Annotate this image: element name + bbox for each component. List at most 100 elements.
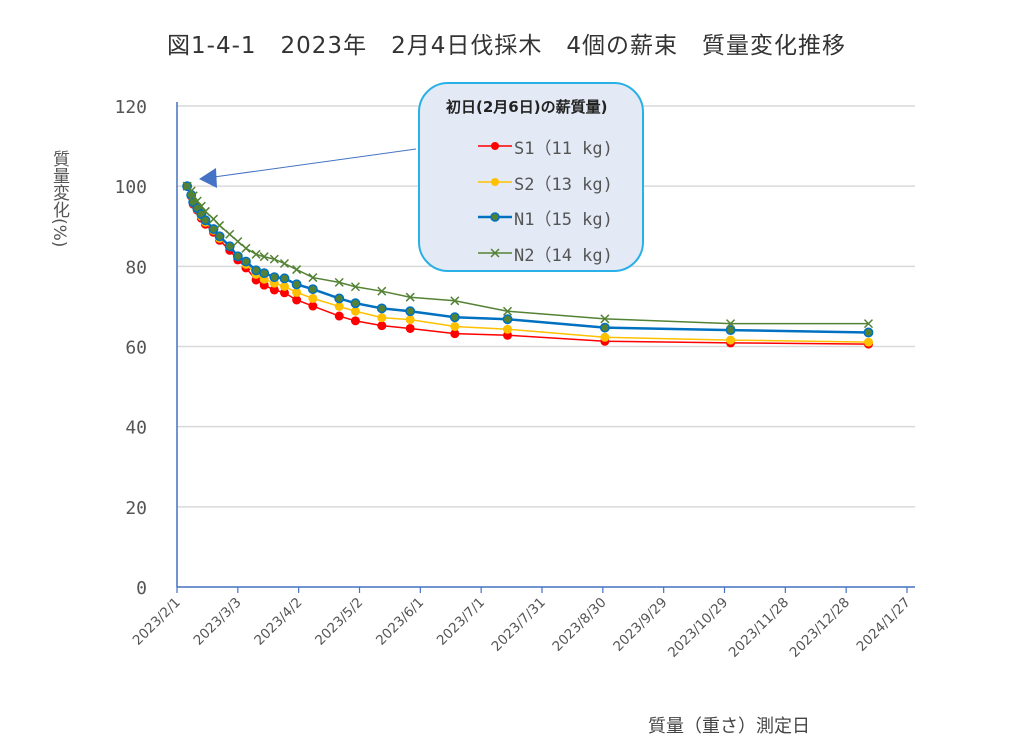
x-tick-label: 2023/7/1 (434, 595, 488, 649)
legend: 初日(2月6日)の薪質量) S1（11 kg) S2（13 kg) N1（15 … (418, 82, 644, 272)
data-point (350, 282, 360, 292)
y-tick-label: 100 (114, 177, 147, 198)
y-tick-label: 0 (136, 578, 147, 599)
data-point (291, 279, 302, 290)
data-point (863, 319, 874, 329)
legend-item-n2: N2（14 kg) (478, 241, 613, 266)
legend-item-n1: N1（15 kg) (478, 205, 613, 230)
data-point (240, 256, 251, 267)
data-point (251, 265, 262, 276)
data-point (350, 306, 360, 316)
legend-marker-n2 (478, 248, 512, 258)
x-tick-label: 2023/2/1 (130, 595, 184, 649)
data-point (259, 252, 269, 262)
x-axis-label: 質量（重さ）測定日 (648, 716, 810, 737)
data-point (215, 220, 225, 230)
data-point (863, 327, 874, 338)
data-point (502, 306, 513, 316)
y-tick-label: 20 (125, 498, 147, 519)
data-point (279, 281, 289, 291)
legend-label: S2（13 kg) (514, 174, 613, 195)
data-point (233, 236, 243, 247)
data-point (200, 206, 210, 216)
x-tick-label: 2023/5/2 (312, 595, 366, 649)
series-3 (182, 181, 874, 329)
data-point (599, 322, 610, 333)
data-point (334, 277, 344, 287)
data-point (377, 286, 387, 296)
x-tick-label: 2023/3/3 (190, 595, 244, 649)
data-point (200, 215, 211, 226)
data-point (405, 306, 416, 317)
data-point (292, 295, 302, 305)
chart-title: 図1-4-1 2023年 2月4日伐採木 4個の薪束 質量変化推移 (167, 33, 846, 59)
data-point (600, 314, 610, 324)
x-tick-label: 2023/4/2 (251, 595, 305, 649)
data-point (405, 315, 415, 325)
data-point (308, 273, 318, 283)
data-point (377, 313, 387, 323)
data-point (350, 316, 360, 326)
data-point (334, 301, 344, 311)
data-point (192, 196, 202, 206)
data-point (334, 293, 345, 304)
y-tick-label: 80 (125, 257, 147, 278)
data-point (186, 186, 196, 196)
legend-label: N1（15 kg) (514, 209, 613, 230)
legend-marker-s1 (478, 142, 512, 150)
data-point (450, 321, 460, 331)
data-point (292, 287, 302, 297)
data-point (450, 296, 460, 306)
data-point (188, 191, 198, 201)
data-point (307, 284, 318, 295)
data-point (405, 323, 415, 333)
x-tick-label: 2023/11/28 (726, 595, 792, 661)
data-point (225, 229, 235, 239)
legend-title: 初日(2月6日)の薪質量) (446, 98, 608, 116)
data-point (279, 288, 289, 298)
data-point (292, 265, 302, 275)
data-point (269, 254, 279, 264)
data-point (196, 201, 206, 211)
legend-item-s2: S2（13 kg) (478, 170, 613, 195)
data-point (308, 301, 318, 311)
data-point (224, 241, 235, 252)
data-point (279, 273, 290, 284)
data-point (726, 319, 736, 329)
annotation-arrow-line (213, 148, 417, 178)
legend-label: N2（14 kg) (514, 245, 613, 266)
data-point (208, 224, 219, 235)
x-tick-label: 2023/12/28 (787, 595, 853, 661)
x-tick-label: 2023/8/30 (549, 595, 609, 655)
data-point (502, 314, 513, 325)
data-point (725, 325, 736, 336)
data-point (241, 243, 251, 253)
data-point (863, 337, 873, 347)
legend-marker-n1 (478, 212, 512, 222)
data-point (279, 258, 290, 269)
x-tick-label: 2023/7/31 (489, 595, 549, 655)
data-point (269, 272, 280, 283)
data-point (377, 321, 387, 331)
data-point (334, 311, 344, 321)
data-point (376, 303, 387, 314)
data-point (726, 335, 736, 345)
x-tick-label: 2023/9/29 (610, 595, 670, 655)
y-tick-label: 60 (125, 338, 147, 359)
legend-marker-s2 (478, 178, 512, 186)
data-point (251, 249, 261, 259)
data-point (405, 292, 415, 302)
x-tick-label: 2023/6/1 (373, 595, 427, 649)
data-point (308, 293, 318, 303)
y-tick-label: 120 (114, 97, 147, 118)
y-tick-label: 40 (125, 418, 147, 439)
x-tick-label: 2023/10/29 (665, 595, 731, 661)
data-point (503, 324, 513, 334)
data-point (214, 231, 225, 242)
data-point (450, 329, 460, 339)
data-point (600, 332, 610, 342)
data-point (259, 268, 270, 279)
legend-label: S1（11 kg) (514, 138, 613, 159)
legend-item-s1: S1（11 kg) (478, 134, 613, 159)
